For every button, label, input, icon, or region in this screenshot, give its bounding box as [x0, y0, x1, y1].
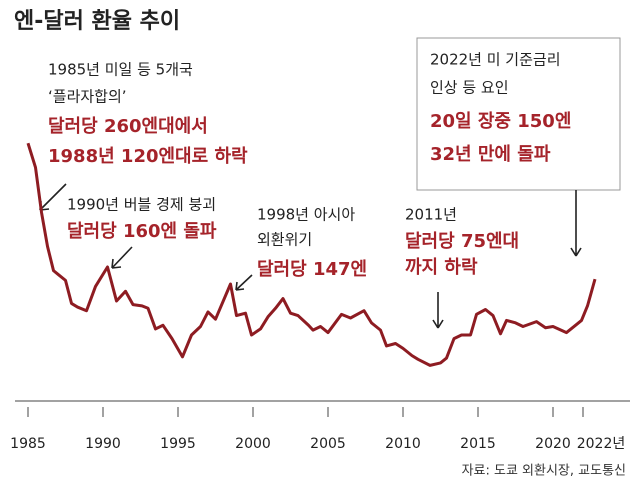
annotation: 외환위기	[257, 231, 312, 249]
annotation-emphasis: 달러당 260엔대에서	[48, 116, 208, 137]
annotation-emphasis: 달러당 147엔	[257, 259, 367, 280]
x-tick-label: 2005	[310, 436, 346, 452]
line-series	[26, 142, 597, 367]
x-tick-label: 1985	[10, 436, 46, 452]
x-tick-label: 1995	[160, 436, 196, 452]
annotation: ‘플라자합의’	[48, 88, 127, 106]
annotation-emphasis: 까지 하락	[405, 257, 478, 278]
annotation-emphasis: 1988년 120엔대로 하락	[48, 146, 248, 167]
annotation: 1998년 아시아	[257, 206, 355, 224]
annotation-emphasis: 달러당 75엔대	[405, 231, 519, 252]
annotation: 1990년 버블 경제 붕괴	[67, 196, 216, 214]
arrow	[235, 274, 253, 291]
annotation: 2011년	[405, 206, 457, 224]
x-tick-label: 2022년	[577, 436, 626, 452]
annotation-emphasis: 달러당 160엔 돌파	[67, 221, 217, 242]
x-tick-label: 2020	[535, 436, 571, 452]
annotation: 2022년 미 기준금리	[430, 51, 561, 69]
callout-box	[416, 37, 621, 191]
x-tick-label: 2010	[385, 436, 421, 452]
x-tick-label: 1990	[85, 436, 121, 452]
source: 자료: 도쿄 외환시장, 교도통신	[462, 464, 626, 479]
annotation: 인상 등 요인	[430, 79, 509, 97]
chart-title: 엔-달러 환율 추이	[14, 9, 180, 34]
annotation-emphasis: 32년 만에 돌파	[430, 144, 551, 165]
x-tick-label: 2015	[460, 436, 496, 452]
arrow	[432, 292, 444, 329]
arrow	[570, 190, 582, 257]
x-tick-label: 2000	[235, 436, 271, 452]
arrow	[111, 246, 133, 269]
annotation: 1985년 미일 등 5개국	[48, 61, 193, 79]
arrow	[39, 183, 67, 211]
annotation-emphasis: 20일 장중 150엔	[430, 111, 571, 132]
